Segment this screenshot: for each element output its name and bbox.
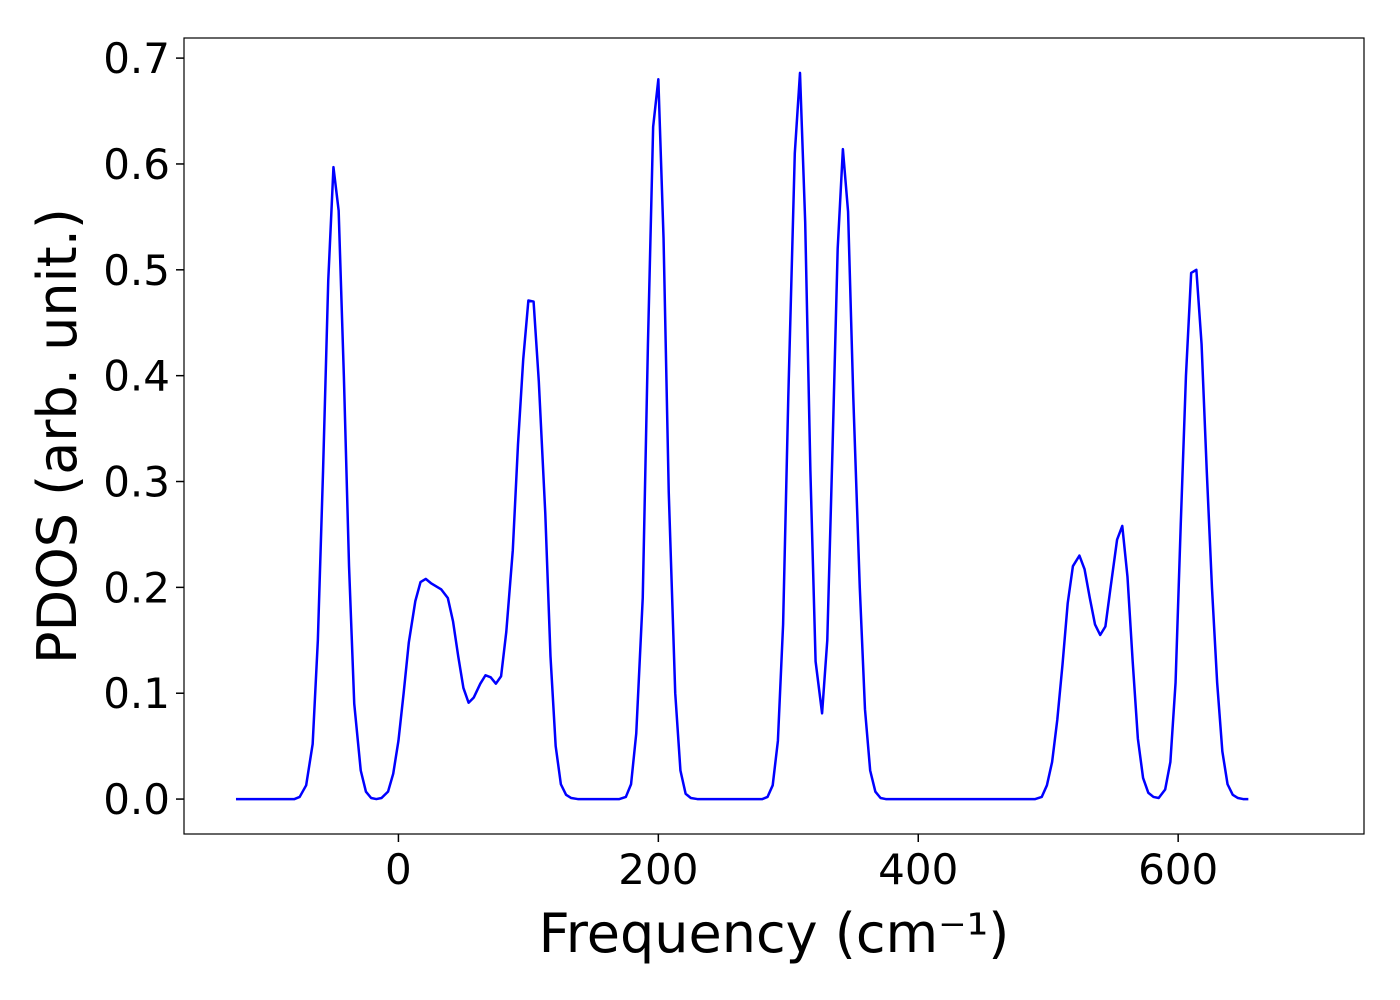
y-tick-label: 0.4 bbox=[103, 352, 170, 401]
y-tick-label: 0.7 bbox=[103, 34, 170, 83]
x-tick-label: 200 bbox=[618, 845, 698, 894]
x-tick-label: 400 bbox=[878, 845, 958, 894]
y-tick-label: 0.3 bbox=[103, 458, 170, 507]
y-axis-label: PDOS (arb. unit.) bbox=[26, 208, 89, 664]
data-line bbox=[235, 71, 1249, 801]
y-tick-label: 0.0 bbox=[103, 775, 170, 824]
y-tick-label: 0.1 bbox=[103, 669, 170, 718]
y-tick-label: 0.6 bbox=[103, 140, 170, 189]
y-tick-label: 0.5 bbox=[103, 246, 170, 295]
x-axis-label: Frequency (cm⁻¹) bbox=[539, 902, 1010, 965]
y-tick-label: 0.2 bbox=[103, 563, 170, 612]
x-tick-label: 0 bbox=[385, 845, 412, 894]
plot-frame bbox=[183, 37, 1365, 835]
x-tick-label: 600 bbox=[1138, 845, 1218, 894]
